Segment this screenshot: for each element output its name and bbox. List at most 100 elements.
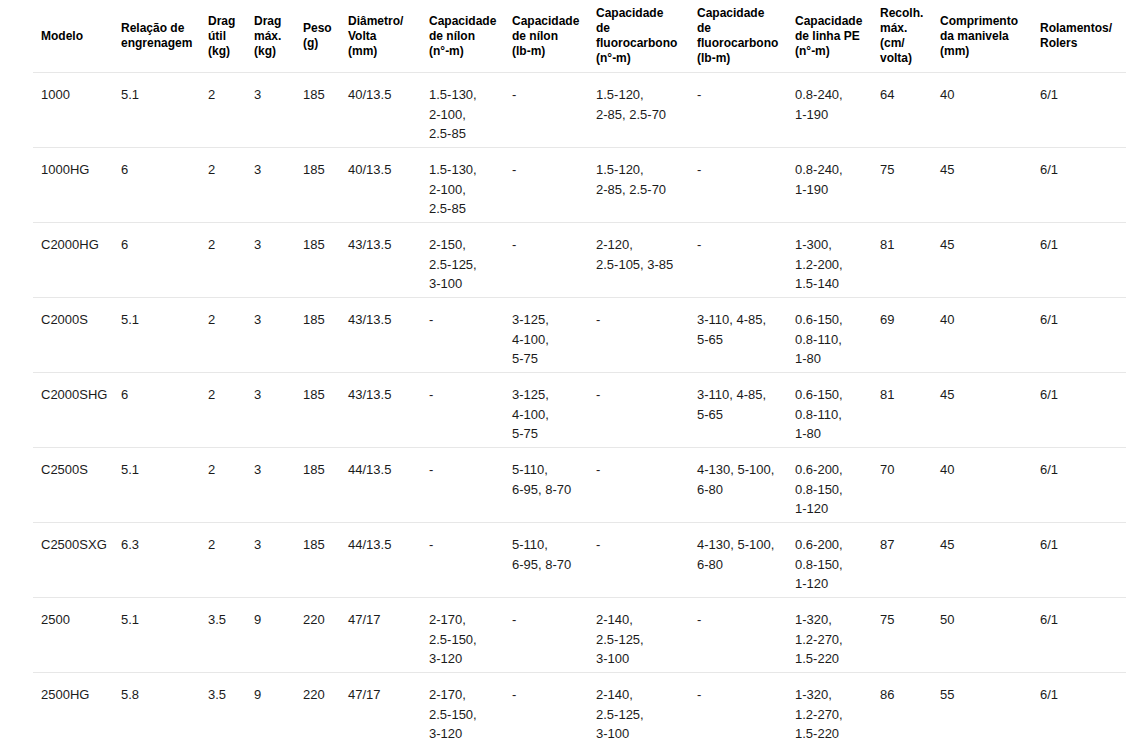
table-row: 2500HG5.83.5922047/172-170, 2.5-150, 3-1…: [33, 673, 1126, 747]
cell-fluoro-no-m: 1.5-120, 2-85, 2.5-70: [596, 73, 697, 148]
column-header-nylon-no-m: Capacidade de nílon (n°-m): [429, 0, 512, 73]
cell-fluoro-no-m: -: [596, 298, 697, 373]
cell-drag-max: 3: [254, 298, 303, 373]
cell-drag-util: 2: [208, 223, 254, 298]
cell-rolamentos: 6/1: [1040, 148, 1126, 223]
cell-fluoro-lb-m: -: [697, 73, 795, 148]
cell-peso: 185: [303, 223, 348, 298]
cell-rolamentos: 6/1: [1040, 673, 1126, 747]
cell-linha-pe: 1-320, 1.2-270, 1.5-220: [795, 598, 880, 673]
cell-peso: 185: [303, 448, 348, 523]
table-row: C2500SXG6.32318544/13.5-5-110, 6-95, 8-7…: [33, 523, 1126, 598]
cell-drag-max: 3: [254, 223, 303, 298]
cell-modelo: C2500S: [33, 448, 121, 523]
cell-rolamentos: 6/1: [1040, 73, 1126, 148]
cell-recolhimento: 64: [880, 73, 940, 148]
cell-modelo: C2000SHG: [33, 373, 121, 448]
cell-nylon-lb-m: 5-110, 6-95, 8-70: [512, 448, 596, 523]
column-header-peso: Peso (g): [303, 0, 348, 73]
cell-modelo: C2500SXG: [33, 523, 121, 598]
cell-fluoro-lb-m: -: [697, 223, 795, 298]
cell-rolamentos: 6/1: [1040, 373, 1126, 448]
cell-manivela: 50: [940, 598, 1040, 673]
cell-manivela: 45: [940, 148, 1040, 223]
cell-diametro-volta: 40/13.5: [348, 73, 429, 148]
cell-manivela: 40: [940, 298, 1040, 373]
cell-recolhimento: 81: [880, 223, 940, 298]
cell-nylon-lb-m: 3-125, 4-100, 5-75: [512, 298, 596, 373]
cell-nylon-no-m: 2-170, 2.5-150, 3-120: [429, 598, 512, 673]
cell-rolamentos: 6/1: [1040, 598, 1126, 673]
cell-drag-util: 3.5: [208, 673, 254, 747]
cell-fluoro-lb-m: 3-110, 4-85, 5-65: [697, 373, 795, 448]
cell-peso: 220: [303, 673, 348, 747]
cell-nylon-no-m: -: [429, 448, 512, 523]
cell-nylon-lb-m: 5-110, 6-95, 8-70: [512, 523, 596, 598]
cell-drag-util: 2: [208, 73, 254, 148]
cell-nylon-no-m: 2-170, 2.5-150, 3-120: [429, 673, 512, 747]
cell-gear-ratio: 5.1: [121, 448, 208, 523]
cell-fluoro-lb-m: 3-110, 4-85, 5-65: [697, 298, 795, 373]
cell-drag-max: 3: [254, 523, 303, 598]
cell-peso: 185: [303, 148, 348, 223]
cell-manivela: 40: [940, 448, 1040, 523]
cell-rolamentos: 6/1: [1040, 298, 1126, 373]
cell-rolamentos: 6/1: [1040, 448, 1126, 523]
column-header-drag-util: Drag útil (kg): [208, 0, 254, 73]
table-body: 10005.12318540/13.51.5-130, 2-100, 2.5-8…: [33, 73, 1126, 747]
cell-fluoro-no-m: 1.5-120, 2-85, 2.5-70: [596, 148, 697, 223]
cell-drag-util: 2: [208, 523, 254, 598]
cell-gear-ratio: 6: [121, 223, 208, 298]
column-header-modelo: Modelo: [33, 0, 121, 73]
cell-recolhimento: 86: [880, 673, 940, 747]
cell-manivela: 55: [940, 673, 1040, 747]
cell-peso: 185: [303, 373, 348, 448]
cell-nylon-lb-m: 3-125, 4-100, 5-75: [512, 373, 596, 448]
cell-peso: 220: [303, 598, 348, 673]
cell-modelo: 2500HG: [33, 673, 121, 747]
cell-modelo: 1000HG: [33, 148, 121, 223]
table-header: Modelo Relação de engrenagem Drag útil (…: [33, 0, 1126, 73]
cell-drag-max: 3: [254, 373, 303, 448]
cell-drag-max: 3: [254, 448, 303, 523]
cell-fluoro-lb-m: -: [697, 148, 795, 223]
cell-gear-ratio: 6.3: [121, 523, 208, 598]
cell-recolhimento: 69: [880, 298, 940, 373]
cell-gear-ratio: 5.1: [121, 298, 208, 373]
cell-nylon-no-m: 1.5-130, 2-100, 2.5-85: [429, 73, 512, 148]
cell-rolamentos: 6/1: [1040, 523, 1126, 598]
column-header-gear-ratio: Relação de engrenagem: [121, 0, 208, 73]
cell-gear-ratio: 6: [121, 373, 208, 448]
column-header-fluoro-lb-m: Capacidade de fluorocarbono (lb-m): [697, 0, 795, 73]
cell-modelo: 1000: [33, 73, 121, 148]
cell-drag-max: 3: [254, 148, 303, 223]
cell-modelo: C2000HG: [33, 223, 121, 298]
cell-manivela: 40: [940, 73, 1040, 148]
cell-fluoro-no-m: -: [596, 523, 697, 598]
cell-linha-pe: 0.6-150, 0.8-110, 1-80: [795, 373, 880, 448]
column-header-drag-max: Drag máx. (kg): [254, 0, 303, 73]
cell-fluoro-no-m: 2-140, 2.5-125, 3-100: [596, 598, 697, 673]
cell-drag-max: 9: [254, 673, 303, 747]
cell-linha-pe: 0.8-240, 1-190: [795, 73, 880, 148]
cell-diametro-volta: 47/17: [348, 673, 429, 747]
cell-diametro-volta: 40/13.5: [348, 148, 429, 223]
cell-drag-util: 2: [208, 298, 254, 373]
table-row: C2000S5.12318543/13.5-3-125, 4-100, 5-75…: [33, 298, 1126, 373]
cell-fluoro-lb-m: 4-130, 5-100, 6-80: [697, 448, 795, 523]
cell-recolhimento: 75: [880, 148, 940, 223]
cell-nylon-no-m: -: [429, 298, 512, 373]
cell-diametro-volta: 47/17: [348, 598, 429, 673]
cell-nylon-lb-m: -: [512, 223, 596, 298]
cell-recolhimento: 75: [880, 598, 940, 673]
cell-diametro-volta: 43/13.5: [348, 373, 429, 448]
cell-modelo: 2500: [33, 598, 121, 673]
cell-fluoro-lb-m: -: [697, 673, 795, 747]
cell-diametro-volta: 43/13.5: [348, 223, 429, 298]
cell-nylon-no-m: 2-150, 2.5-125, 3-100: [429, 223, 512, 298]
table-row: C2000HG62318543/13.52-150, 2.5-125, 3-10…: [33, 223, 1126, 298]
cell-linha-pe: 0.8-240, 1-190: [795, 148, 880, 223]
cell-gear-ratio: 6: [121, 148, 208, 223]
cell-nylon-lb-m: -: [512, 73, 596, 148]
cell-nylon-no-m: 1.5-130, 2-100, 2.5-85: [429, 148, 512, 223]
